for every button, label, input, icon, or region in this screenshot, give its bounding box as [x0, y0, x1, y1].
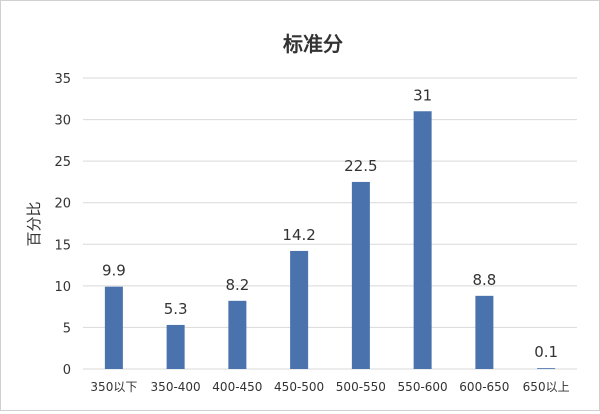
bar [166, 324, 185, 369]
y-tick-label: 5 [63, 321, 71, 336]
bar [290, 250, 309, 369]
data-label: 8.2 [225, 276, 249, 294]
x-tick-label: 650以上 [523, 380, 570, 394]
x-tick-label: 350-400 [151, 380, 201, 394]
bars [104, 111, 556, 369]
x-tick-label: 350以下 [90, 380, 137, 394]
data-label: 0.1 [534, 343, 558, 361]
x-tick-label: 400-450 [212, 380, 262, 394]
data-label: 8.8 [472, 271, 496, 289]
bar [104, 286, 123, 369]
data-label: 22.5 [344, 157, 377, 175]
bar [537, 368, 556, 369]
x-tick-label: 600-650 [459, 380, 509, 394]
y-tick-label: 25 [54, 155, 71, 170]
x-tick-label: 500-550 [336, 380, 386, 394]
y-tick-label: 20 [54, 197, 71, 212]
x-tick-label: 550-600 [398, 380, 448, 394]
chart-title: 标准分 [283, 32, 343, 56]
bar [413, 111, 432, 369]
x-tick-label: 450-500 [274, 380, 324, 394]
y-tick-label: 10 [54, 280, 71, 295]
bar [351, 181, 370, 369]
y-tick-label: 0 [63, 363, 71, 378]
y-tick-label: 30 [54, 114, 71, 129]
data-labels: 9.9 5.3 8.2 14.2 22.5 31 8.8 0.1 [102, 86, 558, 361]
bar [228, 300, 247, 369]
y-axis-label: 百分比 [25, 201, 43, 246]
data-label: 9.9 [102, 262, 126, 280]
gridlines [83, 77, 577, 370]
y-tick-labels: 0 5 10 15 20 25 30 35 [54, 72, 71, 378]
bar [475, 295, 494, 369]
y-tick-label: 15 [54, 238, 71, 253]
y-tick-label: 35 [54, 72, 71, 87]
data-label: 14.2 [282, 226, 315, 244]
x-tick-labels: 350以下 350-400 400-450 450-500 500-550 550-600… [90, 380, 569, 394]
data-label: 5.3 [164, 300, 188, 318]
data-label: 31 [413, 86, 432, 104]
